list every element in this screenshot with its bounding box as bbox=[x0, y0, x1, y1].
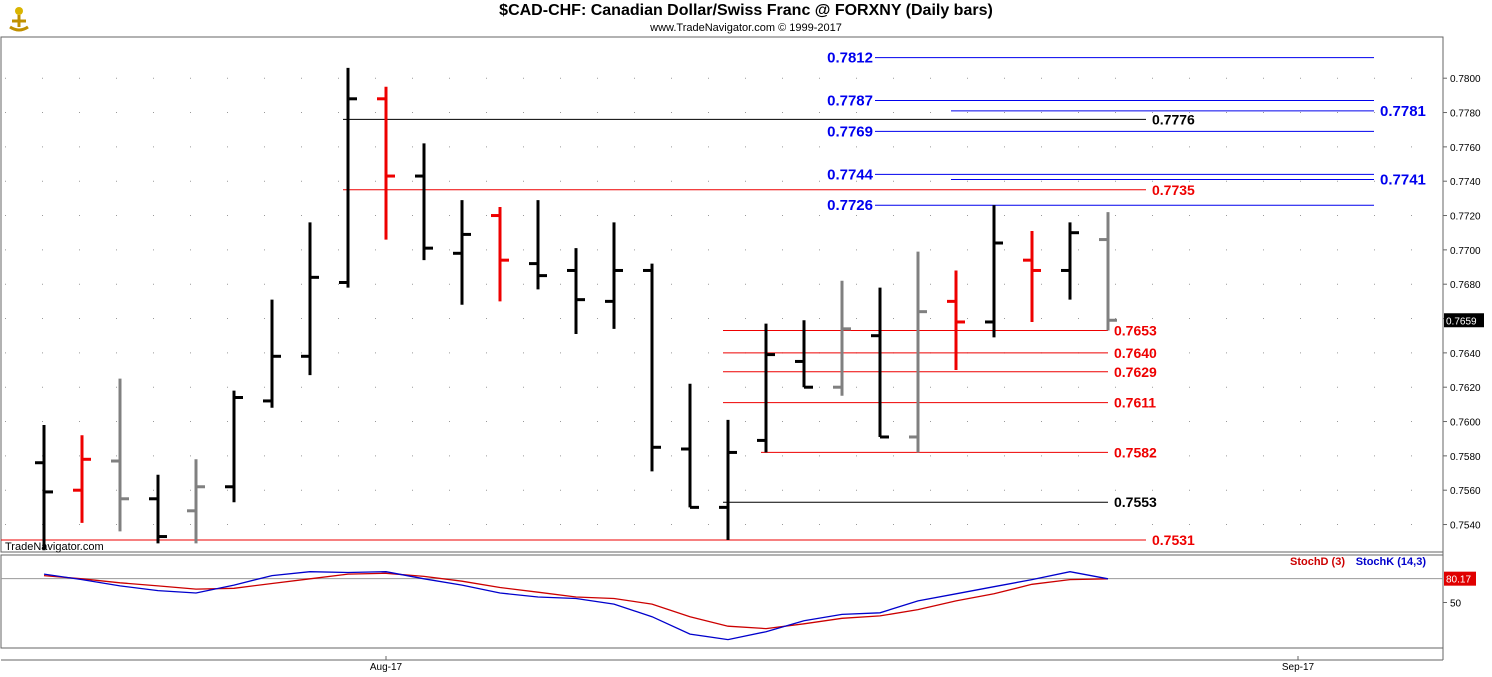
y-tick-label: 0.7700 bbox=[1450, 246, 1481, 257]
price-panel-frame bbox=[0, 36, 1444, 553]
y-tick-label: 0.7580 bbox=[1450, 452, 1481, 463]
x-tick-label: Sep-17 bbox=[1282, 662, 1315, 673]
y-tick-label: 0.7800 bbox=[1450, 74, 1481, 85]
y-tick-label: 0.7740 bbox=[1450, 177, 1481, 188]
level-label: 0.7582 bbox=[1114, 444, 1157, 460]
y-tick-label: 0.7600 bbox=[1450, 418, 1481, 429]
chart-subtitle: www.TradeNavigator.com © 1999-2017 bbox=[650, 22, 842, 34]
y-tick-label: 0.7540 bbox=[1450, 521, 1481, 532]
y-tick-label: 0.7780 bbox=[1450, 109, 1481, 120]
level-label: 0.7744 bbox=[827, 166, 874, 183]
legend-stoch-k: StochK (14,3) bbox=[1356, 556, 1427, 568]
y-tick-label: 0.7680 bbox=[1450, 280, 1481, 291]
stochastic-panel-frame bbox=[0, 554, 1444, 649]
stochastic-y-tick-label: 50 bbox=[1450, 599, 1462, 610]
level-label: 0.7653 bbox=[1114, 323, 1157, 339]
level-label: 0.7531 bbox=[1152, 532, 1195, 548]
last-price-label: 0.7659 bbox=[1446, 316, 1477, 327]
level-label: 0.7787 bbox=[827, 93, 873, 110]
x-tick-label: Aug-17 bbox=[370, 662, 403, 673]
level-label: 0.7629 bbox=[1114, 364, 1157, 380]
stochastic-value-marker bbox=[1444, 571, 1476, 586]
stochastic-series-line bbox=[43, 572, 1109, 630]
trade-navigator-logo-icon bbox=[4, 3, 34, 33]
stochastic-value-label: 80.17 bbox=[1446, 575, 1471, 586]
level-label: 0.7735 bbox=[1152, 182, 1195, 198]
level-label: 0.7726 bbox=[827, 197, 873, 214]
y-tick-label: 0.7720 bbox=[1450, 212, 1481, 223]
last-price-marker bbox=[1444, 313, 1484, 328]
level-label: 0.7553 bbox=[1114, 494, 1157, 510]
chart-title: $CAD-CHF: Canadian Dollar/Swiss Franc @ … bbox=[499, 2, 993, 19]
level-label: 0.7611 bbox=[1114, 395, 1156, 411]
legend-stoch-d: StochD (3) bbox=[1290, 556, 1345, 568]
level-label: 0.7640 bbox=[1114, 345, 1157, 361]
y-tick-label: 0.7760 bbox=[1450, 143, 1481, 154]
y-tick-label: 0.7620 bbox=[1450, 383, 1481, 394]
y-tick-label: 0.7640 bbox=[1450, 349, 1481, 360]
level-label: 0.7741 bbox=[1380, 171, 1426, 188]
level-label: 0.7781 bbox=[1380, 103, 1426, 120]
level-label: 0.7769 bbox=[827, 123, 873, 140]
stochastic-series-line bbox=[43, 571, 1109, 641]
level-label: 0.7776 bbox=[1152, 111, 1195, 127]
level-label: 0.7812 bbox=[827, 50, 873, 67]
watermark: TradeNavigator.com bbox=[5, 541, 104, 553]
y-tick-label: 0.7560 bbox=[1450, 486, 1481, 497]
